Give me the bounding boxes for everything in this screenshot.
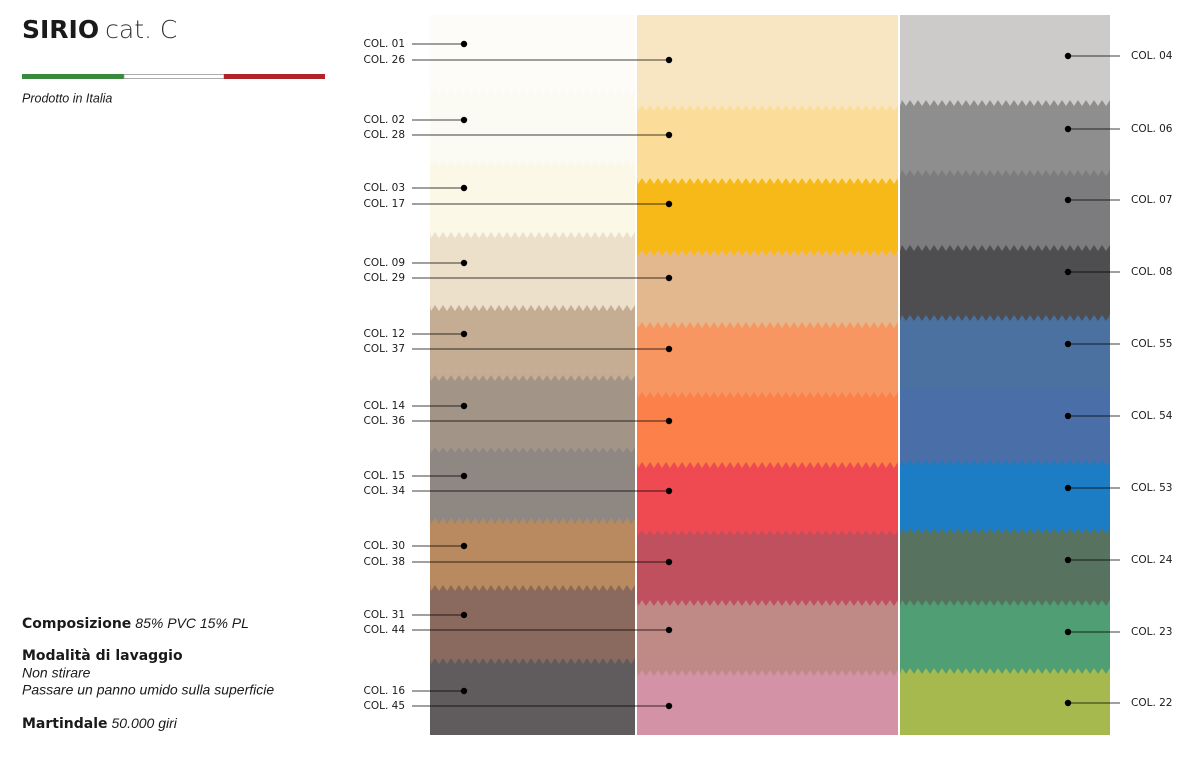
swatch bbox=[637, 322, 898, 398]
swatch bbox=[900, 668, 1110, 735]
swatch bbox=[900, 528, 1110, 606]
swatch bbox=[430, 305, 635, 381]
flag-white bbox=[123, 74, 225, 79]
swatch bbox=[637, 250, 898, 328]
swatch bbox=[430, 658, 635, 735]
flag-green bbox=[22, 74, 124, 79]
title: SIRIO cat. C bbox=[22, 15, 177, 44]
swatch bbox=[900, 385, 1110, 466]
swatch bbox=[900, 245, 1110, 321]
swatch bbox=[430, 518, 635, 591]
swatch-label: COL. 22 bbox=[1131, 697, 1172, 709]
brand: SIRIO bbox=[22, 15, 99, 44]
flag-red bbox=[224, 74, 325, 79]
value: 85% PVC 15% PL bbox=[135, 615, 249, 631]
swatch bbox=[637, 15, 898, 111]
swatch bbox=[900, 460, 1110, 534]
swatch bbox=[430, 375, 635, 453]
swatch-label: COL. 03 bbox=[364, 182, 405, 194]
swatch-label: COL. 44 bbox=[364, 624, 406, 636]
swatch bbox=[430, 232, 635, 311]
swatch-label: COL. 53 bbox=[1131, 482, 1172, 494]
swatch bbox=[430, 585, 635, 664]
martindale: Martindale 50.000 giri bbox=[22, 715, 178, 732]
swatch-label: COL. 15 bbox=[364, 470, 405, 482]
annotations: COL. 01 COL. 02 COL. 03 COL. 09 COL. 12 COL. … bbox=[364, 38, 1173, 712]
swatch bbox=[637, 105, 898, 184]
swatch-label: COL. 08 bbox=[1131, 266, 1172, 278]
swatch-label: COL. 23 bbox=[1131, 626, 1172, 638]
swatch-label: COL. 45 bbox=[364, 700, 405, 712]
swatch bbox=[637, 670, 898, 735]
swatch-label: COL. 14 bbox=[364, 400, 406, 412]
swatch bbox=[430, 90, 635, 166]
swatch-label: COL. 02 bbox=[364, 114, 405, 126]
washing-line: Passare un panno umido sulla superficie bbox=[22, 682, 274, 698]
label: Composizione bbox=[22, 616, 131, 632]
composition: Composizione 85% PVC 15% PL bbox=[22, 615, 249, 632]
swatch-label: COL. 09 bbox=[364, 257, 405, 269]
swatch-label: COL. 24 bbox=[1131, 554, 1173, 566]
swatch bbox=[900, 600, 1110, 674]
swatch bbox=[900, 315, 1110, 391]
swatch-label: COL. 04 bbox=[1131, 50, 1173, 62]
swatch-label: COL. 38 bbox=[364, 556, 405, 568]
label: Martindale bbox=[22, 716, 108, 732]
swatches bbox=[430, 15, 1110, 735]
swatch bbox=[430, 447, 635, 524]
value: 50.000 giri bbox=[112, 715, 178, 731]
swatch bbox=[900, 100, 1110, 176]
swatch-label: COL. 28 bbox=[364, 129, 405, 141]
washing-line: Non stirare bbox=[22, 665, 91, 681]
swatch-label: COL. 12 bbox=[364, 328, 405, 340]
swatch-label: COL. 31 bbox=[364, 609, 405, 621]
swatch-label: COL. 29 bbox=[364, 272, 405, 284]
swatch-label: COL. 54 bbox=[1131, 410, 1173, 422]
swatch-label: COL. 17 bbox=[364, 198, 405, 210]
swatch-label: COL. 37 bbox=[364, 343, 405, 355]
category: cat. C bbox=[105, 15, 177, 44]
swatch-label: COL. 16 bbox=[364, 685, 406, 697]
swatch-label: COL. 36 bbox=[364, 415, 406, 427]
swatch bbox=[637, 600, 898, 676]
swatch-label: COL. 26 bbox=[364, 54, 406, 66]
swatch bbox=[900, 15, 1110, 106]
swatch bbox=[637, 530, 898, 606]
washing-label: Modalità di lavaggio bbox=[22, 648, 183, 664]
swatch bbox=[430, 15, 635, 96]
swatch-label: COL. 34 bbox=[364, 485, 406, 497]
swatch bbox=[900, 170, 1110, 251]
swatch-label: COL. 06 bbox=[1131, 123, 1173, 135]
swatch bbox=[637, 178, 898, 256]
swatch bbox=[637, 462, 898, 536]
swatch-label: COL. 07 bbox=[1131, 194, 1172, 206]
swatch bbox=[637, 392, 898, 468]
swatch-label: COL. 30 bbox=[364, 540, 405, 552]
swatch bbox=[430, 160, 635, 238]
origin: Prodotto in Italia bbox=[22, 91, 112, 105]
swatch-label: COL. 01 bbox=[364, 38, 405, 50]
swatch-label: COL. 55 bbox=[1131, 338, 1172, 350]
